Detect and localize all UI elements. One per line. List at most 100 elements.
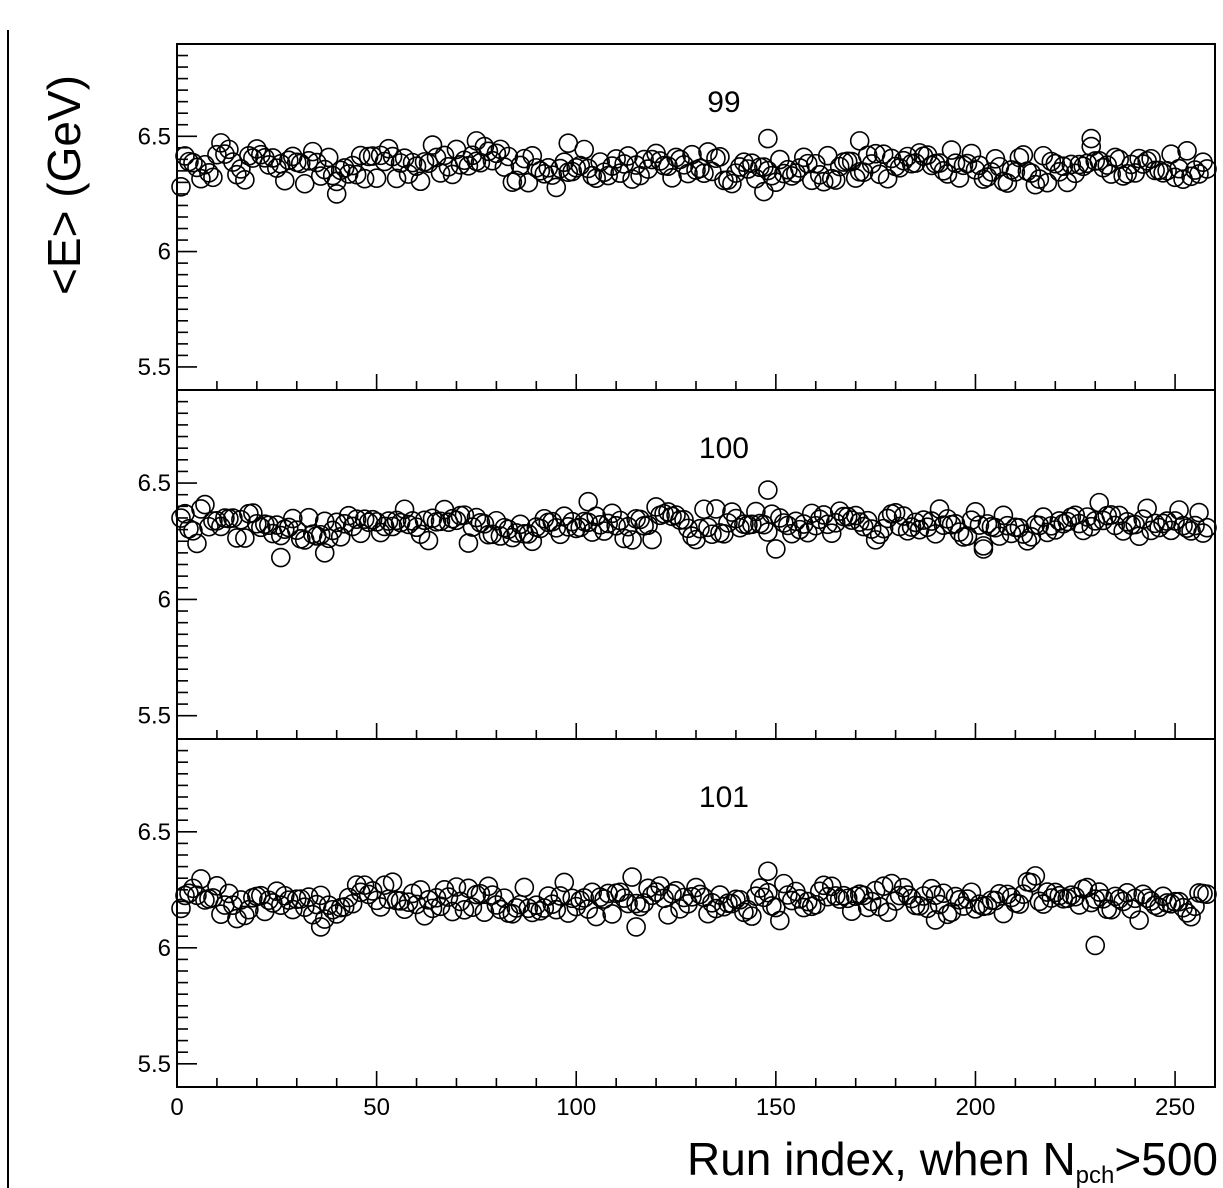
data-point (662, 884, 682, 904)
data-point (853, 516, 874, 537)
data-point (326, 184, 347, 204)
data-point (506, 170, 527, 191)
data-point (438, 512, 459, 533)
data-point (706, 499, 726, 519)
data-point (849, 131, 870, 151)
data-point (334, 158, 355, 178)
data-point (1149, 160, 1169, 181)
data-point (171, 508, 191, 528)
data-point (207, 144, 227, 165)
data-point (622, 530, 642, 550)
data-point (330, 527, 351, 547)
data-point (1165, 167, 1185, 188)
data-point (378, 511, 399, 531)
data-point (965, 502, 986, 522)
data-point (554, 872, 575, 893)
data-point (797, 891, 818, 912)
data-point (674, 509, 694, 530)
data-point (1105, 147, 1125, 168)
data-point (993, 505, 1014, 526)
data-point (682, 526, 702, 546)
data-point (849, 512, 870, 532)
data-point (793, 147, 814, 168)
data-point (937, 904, 958, 925)
data-point (861, 154, 882, 174)
data-point (263, 148, 283, 168)
data-point (837, 506, 858, 527)
data-point (318, 147, 339, 168)
data-point (578, 491, 599, 512)
data-point (626, 893, 646, 914)
data-point (183, 521, 203, 541)
data-point (530, 161, 551, 181)
data-point (1005, 162, 1026, 182)
data-point (626, 917, 646, 937)
data-point (450, 154, 471, 175)
data-point (742, 514, 762, 535)
data-points (171, 480, 1217, 568)
data-point (570, 155, 591, 176)
panel-label: 101 (699, 781, 749, 814)
y-tick-label: 6 (158, 935, 171, 962)
data-point (909, 896, 930, 916)
data-point (506, 523, 527, 543)
data-point (263, 893, 283, 913)
data-point (885, 503, 906, 523)
data-point (770, 910, 790, 931)
data-point (921, 155, 942, 176)
data-point (1161, 894, 1181, 914)
data-point (758, 128, 778, 149)
data-point (362, 881, 383, 901)
data-point (1141, 891, 1161, 911)
data-point (322, 899, 343, 920)
data-point (630, 896, 650, 917)
data-point (171, 177, 191, 197)
data-point (183, 152, 203, 173)
data-point (1009, 894, 1030, 914)
data-point (354, 509, 375, 530)
y-tick-label: 5.5 (138, 703, 171, 730)
data-point (518, 172, 539, 193)
data-point (829, 889, 850, 909)
data-point (171, 898, 191, 919)
data-point (662, 168, 682, 188)
y-axis-title: <E> (GeV) (38, 75, 90, 295)
data-point (518, 898, 539, 919)
data-point (219, 883, 239, 904)
data-point (766, 897, 786, 918)
data-point (1085, 935, 1106, 956)
data-point (446, 877, 467, 897)
panel-label: 100 (699, 432, 749, 465)
data-point (398, 892, 419, 912)
data-point (530, 901, 551, 921)
data-point (1185, 160, 1205, 180)
x-axis-title: Run index, when Npch>500 (687, 1133, 1218, 1188)
data-point (614, 528, 634, 549)
data-point (933, 160, 954, 181)
data-point (251, 144, 271, 165)
data-point (366, 168, 387, 188)
data-point (833, 885, 854, 906)
y-tick-label: 6 (158, 239, 171, 266)
data-point (754, 181, 774, 202)
x-tick-label: 250 (1155, 1094, 1195, 1121)
data-point (1093, 889, 1114, 909)
data-point (350, 145, 371, 166)
data-point (694, 499, 714, 520)
data-point (873, 876, 894, 897)
data-point (817, 886, 838, 907)
data-point (674, 887, 694, 908)
data-point (941, 140, 962, 160)
data-point (219, 139, 239, 160)
data-point (1097, 155, 1118, 175)
data-point (841, 901, 862, 922)
data-points (171, 128, 1217, 204)
data-point (937, 164, 958, 184)
data-point (438, 887, 459, 907)
data-point (1181, 166, 1201, 187)
panel-99: 5.5 6 6.5 99 (138, 43, 1217, 391)
data-point (1117, 164, 1137, 184)
data-point (1049, 885, 1070, 906)
x-tick-label: 50 (363, 1094, 390, 1121)
data-point (913, 886, 934, 906)
